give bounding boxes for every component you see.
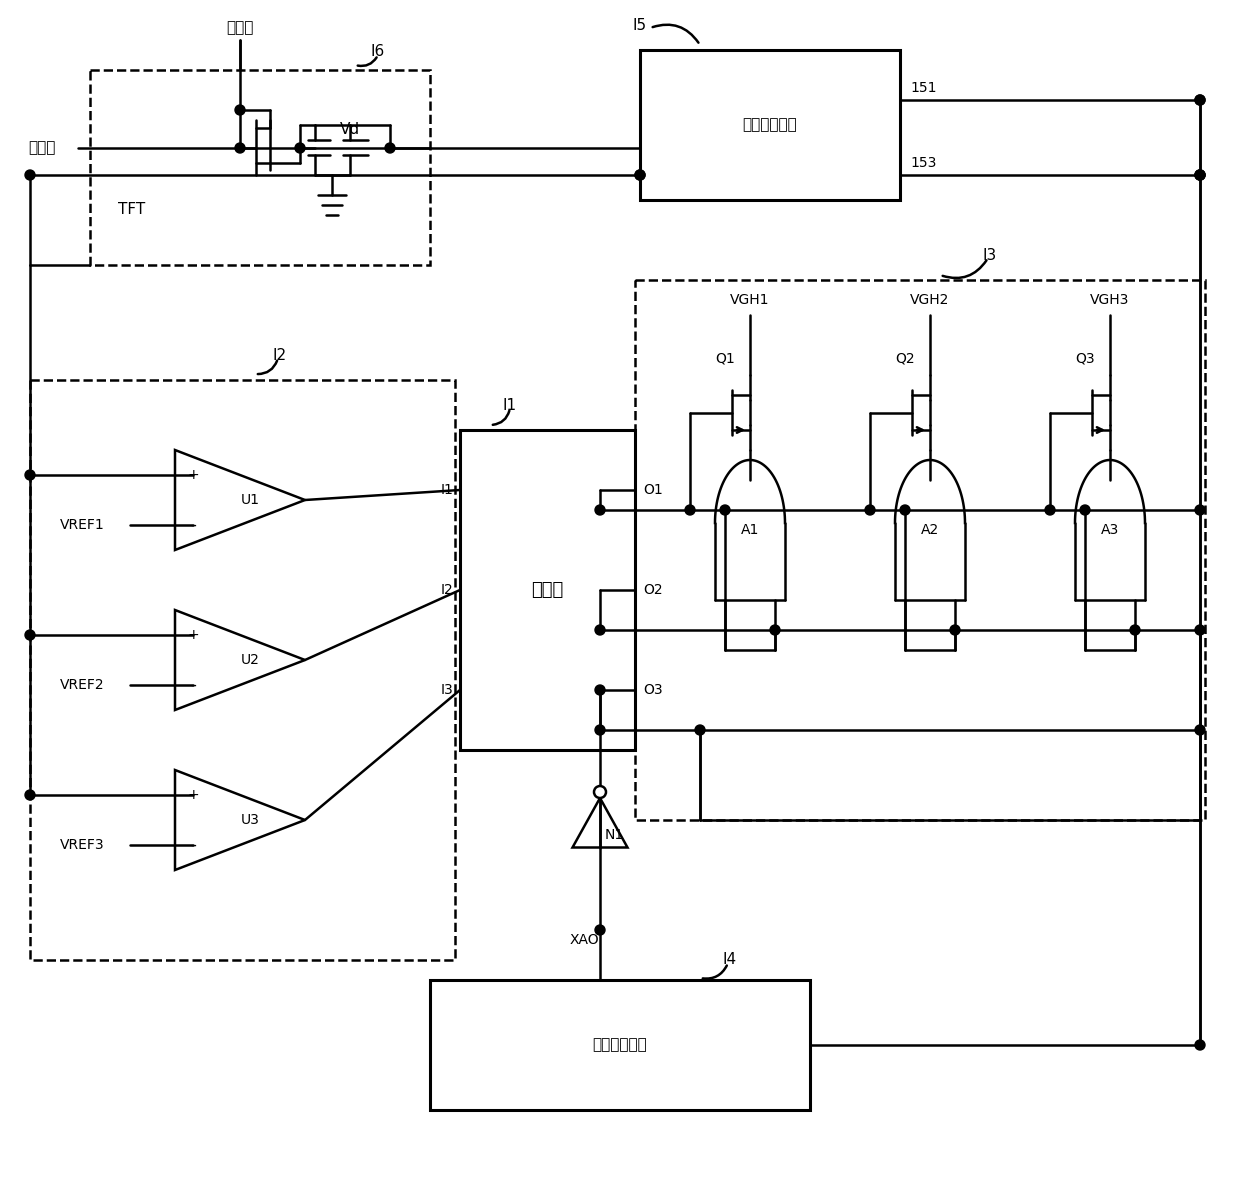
Circle shape: [950, 625, 960, 636]
Text: 电源管理芯片: 电源管理芯片: [593, 1037, 647, 1053]
Circle shape: [1195, 1040, 1205, 1050]
Circle shape: [595, 925, 605, 935]
Text: 控制器: 控制器: [532, 581, 564, 599]
Text: I5: I5: [632, 18, 647, 32]
Text: A3: A3: [1101, 523, 1120, 537]
Bar: [640, 50, 900, 200]
Text: I1: I1: [440, 484, 453, 497]
Text: U1: U1: [241, 493, 259, 507]
Circle shape: [1045, 505, 1055, 516]
Text: 扫描线: 扫描线: [29, 140, 56, 156]
Circle shape: [1195, 95, 1205, 105]
Circle shape: [236, 105, 246, 115]
Circle shape: [236, 143, 246, 153]
Circle shape: [1195, 95, 1205, 105]
Text: -: -: [190, 676, 196, 694]
Circle shape: [635, 170, 645, 181]
Circle shape: [635, 170, 645, 181]
Circle shape: [295, 143, 305, 153]
Circle shape: [1130, 625, 1140, 636]
Circle shape: [1195, 625, 1205, 636]
Text: N1: N1: [605, 828, 624, 842]
Circle shape: [684, 505, 694, 516]
Circle shape: [25, 790, 35, 800]
Text: -: -: [190, 516, 196, 533]
Circle shape: [866, 505, 875, 516]
Text: I2: I2: [273, 348, 288, 362]
Text: Vd: Vd: [340, 122, 360, 138]
Text: A1: A1: [740, 523, 759, 537]
Circle shape: [1195, 725, 1205, 735]
Text: U2: U2: [241, 653, 259, 666]
Circle shape: [384, 143, 396, 153]
Text: I2: I2: [440, 583, 453, 598]
Circle shape: [25, 630, 35, 640]
Text: VGH3: VGH3: [1090, 293, 1130, 307]
Text: I4: I4: [723, 953, 737, 967]
Circle shape: [1195, 505, 1205, 516]
Circle shape: [25, 170, 35, 181]
Text: +: +: [187, 628, 198, 642]
Text: VREF2: VREF2: [60, 678, 104, 691]
Text: A2: A2: [921, 523, 939, 537]
Circle shape: [594, 786, 606, 798]
Circle shape: [770, 625, 780, 636]
Circle shape: [25, 470, 35, 480]
Text: 栅极驱动芯片: 栅极驱动芯片: [743, 118, 797, 133]
Circle shape: [1195, 170, 1205, 181]
Text: VGH1: VGH1: [730, 293, 770, 307]
Text: +: +: [187, 468, 198, 482]
Circle shape: [1195, 170, 1205, 181]
Text: VGH2: VGH2: [910, 293, 950, 307]
Text: Q1: Q1: [715, 350, 735, 365]
Circle shape: [595, 685, 605, 695]
Bar: [460, 430, 635, 750]
Bar: [430, 980, 810, 1110]
Text: O2: O2: [644, 583, 662, 598]
Bar: [91, 70, 430, 265]
Text: XAO: XAO: [570, 933, 600, 947]
Text: I3: I3: [983, 247, 997, 263]
Text: TFT: TFT: [118, 202, 145, 217]
Text: O1: O1: [644, 484, 662, 497]
Text: +: +: [187, 788, 198, 802]
Text: VREF3: VREF3: [60, 838, 104, 852]
Text: I3: I3: [440, 683, 453, 697]
Circle shape: [595, 725, 605, 735]
Circle shape: [720, 505, 730, 516]
Text: -: -: [190, 836, 196, 854]
Circle shape: [694, 725, 706, 735]
Text: 数据线: 数据线: [227, 20, 254, 36]
Bar: [30, 380, 455, 960]
Circle shape: [1080, 505, 1090, 516]
Circle shape: [595, 505, 605, 516]
Text: Q2: Q2: [895, 350, 915, 365]
Bar: [635, 280, 1205, 820]
Text: I1: I1: [503, 398, 517, 412]
Text: U3: U3: [241, 813, 259, 827]
Text: VREF1: VREF1: [60, 518, 104, 532]
Text: O3: O3: [644, 683, 662, 697]
Text: I6: I6: [371, 44, 386, 59]
Circle shape: [900, 505, 910, 516]
Text: 151: 151: [910, 81, 936, 95]
Text: Q3: Q3: [1075, 350, 1095, 365]
Circle shape: [595, 625, 605, 636]
Text: 153: 153: [910, 156, 936, 170]
Circle shape: [1195, 170, 1205, 181]
